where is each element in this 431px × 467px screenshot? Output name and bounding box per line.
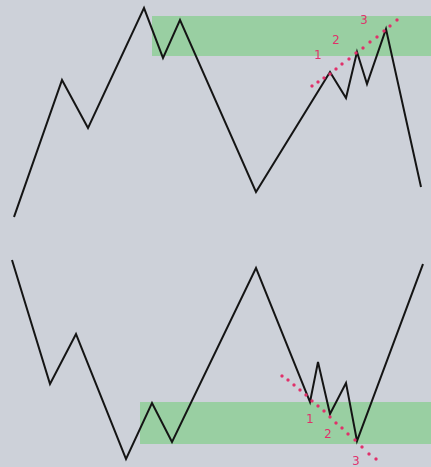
top-label-1: 1 [314, 48, 322, 62]
trend-dot [367, 452, 371, 456]
trend-dot [298, 388, 302, 392]
top-label-2: 2 [332, 33, 340, 47]
trend-dot [328, 72, 332, 76]
trend-dot [334, 67, 338, 71]
bottom-pattern: 1 2 3 [11, 259, 431, 467]
trend-dot [395, 18, 399, 22]
trend-dot [354, 51, 358, 55]
trend-dot [292, 383, 296, 387]
bottom-label-2: 2 [324, 427, 332, 441]
trend-dot [388, 24, 392, 28]
trend-dot [360, 445, 364, 449]
trend-dot [322, 409, 326, 413]
trend-dot [340, 426, 344, 430]
support-zone [140, 402, 431, 444]
trend-dot [316, 80, 320, 84]
trend-dot [374, 457, 378, 461]
trend-dot [310, 84, 314, 88]
trend-dot [334, 421, 338, 425]
top-label-3: 3 [360, 13, 368, 27]
trend-dot [347, 57, 351, 61]
trend-dot [346, 432, 350, 436]
trend-dot [340, 62, 344, 66]
trend-dot [328, 415, 332, 419]
bottom-label-1: 1 [306, 412, 314, 426]
trend-dot [304, 393, 308, 397]
trend-dot [286, 378, 290, 382]
top-pattern: 1 2 3 [13, 5, 431, 218]
bottom-label-3: 3 [352, 454, 360, 467]
trend-dot [368, 40, 372, 44]
top-trend-dots [310, 18, 399, 88]
bottom-trend-dots [280, 374, 378, 461]
trend-dot [375, 35, 379, 39]
trend-dot [280, 374, 284, 378]
trend-dot [353, 438, 357, 442]
trend-dot [310, 399, 314, 403]
trend-dot [316, 404, 320, 408]
trend-dot [382, 29, 386, 33]
trend-dot [322, 76, 326, 80]
bottom-price-line [11, 259, 424, 462]
trend-dot [361, 46, 365, 50]
top-price-line [13, 5, 422, 218]
